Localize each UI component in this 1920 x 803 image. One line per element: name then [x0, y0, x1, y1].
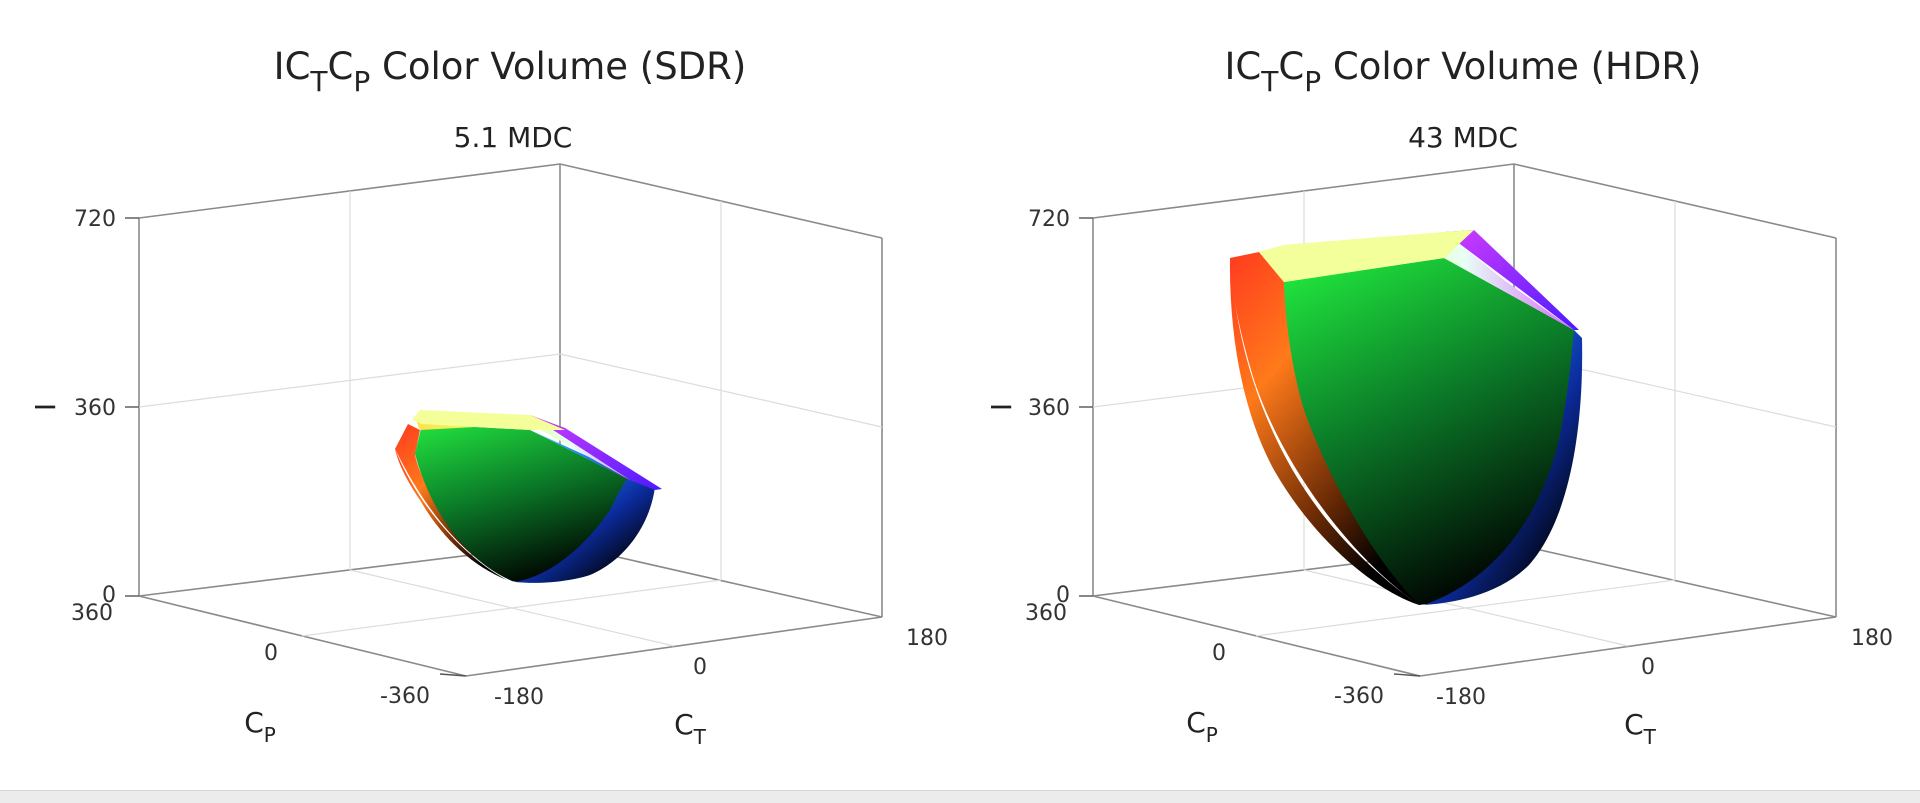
x-axis-label: CT	[1624, 708, 1657, 749]
x-tick-label: 180	[1851, 626, 1893, 651]
volume-top-edge	[412, 410, 565, 430]
color-volume-solid	[1229, 230, 1583, 605]
x-axis: -180 0 180 CT	[494, 626, 948, 749]
y-tick-label: 0	[264, 641, 278, 666]
chart-title: ICTCP Color Volume (HDR)	[1225, 45, 1702, 98]
z-axis-label: I	[29, 403, 62, 411]
volume-face-magenta	[530, 415, 662, 490]
z-tick-label: 360	[74, 396, 116, 421]
x-axis-label: CT	[674, 708, 707, 749]
y-axis-label: CP	[1186, 706, 1218, 747]
y-tick-label: -360	[380, 684, 430, 709]
y-axis: 360 0 -360 CP	[1025, 601, 1421, 747]
y-tick-label: 360	[1025, 601, 1067, 626]
z-axis: 720 360 0 I	[985, 207, 1093, 608]
y-tick-label: -360	[1334, 684, 1384, 709]
volume-face-orange	[1230, 252, 1419, 605]
grid-lines	[138, 191, 883, 647]
chart-panel-hdr: ICTCP Color Volume (HDR) 43 MDC	[954, 0, 1914, 790]
z-tick-label: 720	[1028, 207, 1070, 232]
x-tick-label: -180	[494, 685, 544, 710]
x-tick-label: -180	[1436, 685, 1486, 710]
z-tick-label: 0	[1056, 583, 1070, 608]
chart-title: ICTCP Color Volume (SDR)	[274, 45, 747, 98]
x-axis: -180 0 180 CT	[1436, 626, 1893, 749]
z-axis-label: I	[985, 403, 1018, 411]
frame-bottom-strip	[0, 790, 1920, 803]
chart-svg-hdr: ICTCP Color Volume (HDR) 43 MDC	[985, 45, 1893, 749]
z-tick-label: 360	[1028, 396, 1070, 421]
x-tick-label: 0	[1641, 655, 1655, 680]
z-axis: 720 360 0 I	[29, 207, 139, 608]
x-tick-label: 180	[906, 626, 948, 651]
y-tick-mark	[1393, 673, 1421, 677]
y-tick-label: 360	[71, 601, 113, 626]
volume-face-blue	[1424, 258, 1583, 605]
x-tick-label: 0	[693, 655, 707, 680]
chart-subtitle: 5.1 MDC	[454, 121, 573, 154]
z-tick-label: 0	[102, 583, 116, 608]
chart-svg-sdr: ICTCP Color Volume (SDR) 5.1 MDC	[29, 45, 948, 749]
volume-face-blue	[515, 430, 655, 583]
volume-face-green	[1284, 258, 1575, 605]
y-tick-mark	[439, 673, 467, 677]
y-axis: 360 0 -360 CP	[71, 601, 467, 747]
chart-panel-sdr: ICTCP Color Volume (SDR) 5.1 MDC	[0, 0, 960, 790]
y-axis-label: CP	[244, 706, 276, 747]
volume-face-green	[415, 424, 630, 583]
chart-subtitle: 43 MDC	[1408, 121, 1518, 154]
volume-face-orange	[395, 424, 510, 580]
volume-top-edge	[1259, 230, 1474, 282]
volume-face-red	[1229, 258, 1419, 605]
color-volume-solid	[395, 410, 662, 583]
z-tick-label: 720	[74, 207, 116, 232]
volume-face-magenta	[1444, 230, 1579, 330]
y-tick-label: 0	[1212, 641, 1226, 666]
